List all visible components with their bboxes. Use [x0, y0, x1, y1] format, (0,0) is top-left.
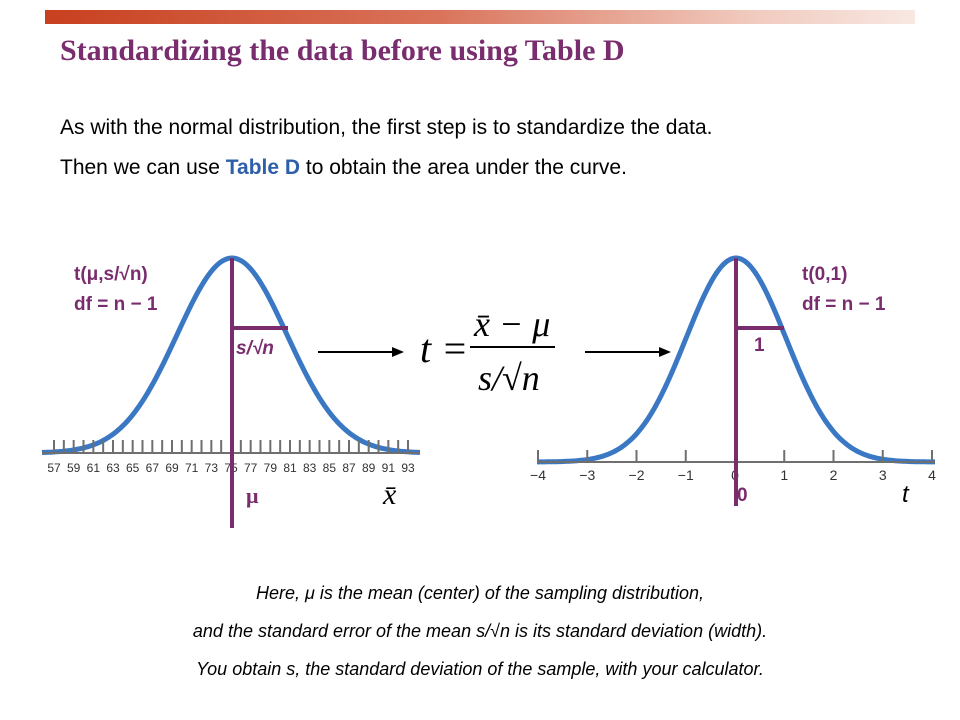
intro-line-2-text: Then we can use [60, 156, 226, 179]
left-tick-label: 67 [146, 461, 160, 475]
left-tick-label: 79 [264, 461, 278, 475]
left-axis-variable-label: x̄ [382, 478, 397, 511]
left-plot: 57596163656769717375777981838587899193 μ… [41, 255, 420, 528]
caption-line-3: You obtain s, the standard deviation of … [196, 659, 764, 679]
formula-numerator: x̄ − μ [473, 304, 550, 344]
left-axis-tick-labels: 57596163656769717375777981838587899193 [47, 461, 415, 475]
left-tick-label: 57 [47, 461, 61, 475]
t-formula: t = x̄ − μ s/√n [420, 304, 555, 398]
left-tick-label: 61 [87, 461, 101, 475]
left-tick-label: 91 [382, 461, 396, 475]
right-plot: −4−3−2−101234 1 0 t [530, 255, 936, 508]
left-axis-ticks [53, 440, 409, 453]
left-tick-label: 93 [401, 461, 415, 475]
right-axis-ticks [537, 450, 933, 462]
right-tick-label: −1 [678, 467, 694, 483]
title-accent-bar [45, 10, 915, 24]
caption-line-1: Here, μ is the mean (center) of the samp… [255, 583, 705, 603]
left-tick-label: 85 [323, 461, 337, 475]
right-tick-label: 4 [928, 467, 936, 483]
right-tick-label: −2 [629, 467, 645, 483]
right-spread-label: 1 [754, 335, 765, 356]
left-spread-label: s/√n [236, 338, 274, 359]
left-tick-label: 87 [342, 461, 356, 475]
left-tick-label: 77 [244, 461, 258, 475]
right-axis-variable-label: t [902, 481, 910, 508]
right-df-label: df = n − 1 [802, 294, 886, 315]
formula-lhs: t = [420, 326, 468, 371]
right-tick-label: −4 [530, 467, 546, 483]
right-tick-label: −3 [579, 467, 595, 483]
left-tick-label: 81 [283, 461, 297, 475]
left-center-label: μ [246, 483, 259, 508]
intro-line-2: Then we can use Table D to obtain the ar… [60, 156, 627, 180]
arrow-right [585, 347, 671, 357]
left-tick-label: 71 [185, 461, 199, 475]
left-distribution-label: t(μ,s/√n) [74, 264, 148, 285]
left-tick-label: 73 [205, 461, 219, 475]
left-tick-label: 63 [106, 461, 120, 475]
right-tick-label: 3 [879, 467, 887, 483]
right-tick-label: 1 [780, 467, 788, 483]
arrow-left [318, 347, 404, 357]
right-axis-tick-labels: −4−3−2−101234 [530, 467, 936, 483]
intro-line-1: As with the normal distribution, the fir… [60, 116, 713, 139]
left-tick-label: 59 [67, 461, 81, 475]
left-df-label: df = n − 1 [74, 294, 158, 315]
left-tick-label: 65 [126, 461, 140, 475]
right-tick-label: 2 [830, 467, 838, 483]
formula-denominator: s/√n [478, 358, 540, 398]
left-tick-label: 89 [362, 461, 376, 475]
caption-line-2: and the standard error of the mean s/√n … [192, 621, 768, 641]
left-tick-label: 83 [303, 461, 317, 475]
right-distribution-label: t(0,1) [802, 264, 848, 285]
intro-line-2-end: to obtain the area under the curve. [300, 156, 627, 179]
table-d-highlight: Table D [225, 156, 301, 179]
left-tick-label: 69 [165, 461, 179, 475]
slide-title: Standardizing the data before using Tabl… [60, 34, 625, 67]
right-center-label: 0 [737, 485, 748, 506]
